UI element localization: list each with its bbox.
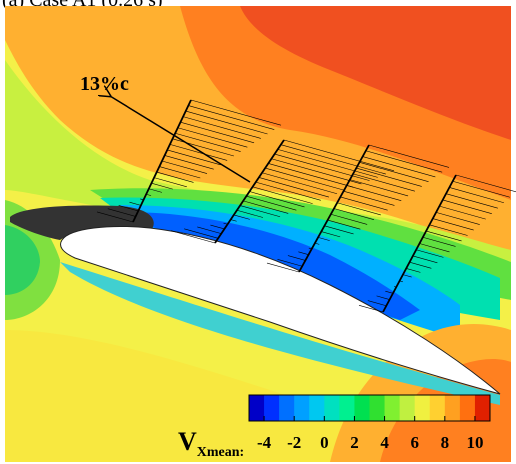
colorbar-label-main: V — [178, 427, 197, 456]
annotation: 13%c — [80, 73, 129, 95]
colorbar-swatch — [430, 395, 446, 421]
colorbar-tick-label: 2 — [350, 433, 359, 452]
colorbar-swatch — [460, 395, 476, 421]
colorbar-swatch — [445, 395, 461, 421]
colorbar-swatch — [264, 395, 280, 421]
colorbar-swatch — [294, 395, 310, 421]
colorbar-tick-label: -2 — [287, 433, 301, 452]
colorbar-swatch — [279, 395, 295, 421]
colorbar-swatch — [339, 395, 355, 421]
colorbar-swatch — [370, 395, 386, 421]
colorbar-tick-label: 6 — [410, 433, 419, 452]
page: {"figure": { "title": "(a) Case A1 (0.26… — [0, 0, 516, 464]
colorbar-tick-label: -4 — [257, 433, 272, 452]
colorbar-swatch — [400, 395, 416, 421]
colorbar-swatch — [309, 395, 325, 421]
colorbar-swatch — [354, 395, 370, 421]
colorbar-swatch — [324, 395, 340, 421]
colorbar-swatch — [475, 395, 491, 421]
colorbar-tick-label: 0 — [320, 433, 329, 452]
colorbar-tick-label: 4 — [380, 433, 389, 452]
colorbar-swatch — [415, 395, 431, 421]
colorbar-tick-label: 10 — [466, 433, 483, 452]
colorbar-swatch — [385, 395, 401, 421]
colorbar-label-sub: Xmean: — [197, 445, 244, 460]
colorbar-swatch — [249, 395, 265, 421]
figure: (a) Case A1 (0.26 s) 13%c -4-20246810 VX… — [0, 0, 516, 464]
colorbar-tick-label: 8 — [441, 433, 450, 452]
